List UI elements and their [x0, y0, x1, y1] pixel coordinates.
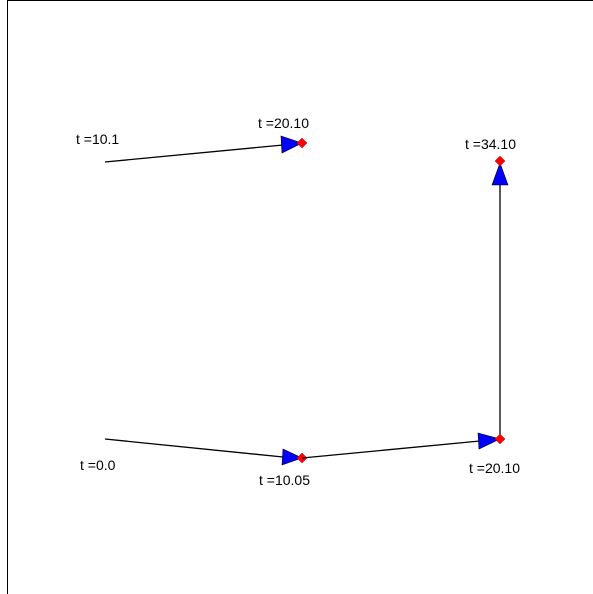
label-upper-end: t =20.10 [258, 115, 309, 131]
label-right-top: t =34.10 [465, 136, 516, 152]
lower-segment-1-line [104, 438, 284, 458]
upper-segment [104, 135, 308, 163]
lower-segment-2-end-marker [494, 433, 506, 445]
lower-segment-1-arrowhead [281, 448, 303, 466]
lower-segment-2 [301, 432, 506, 459]
upper-segment-end-marker [296, 137, 308, 149]
right-vertical-arrowhead [491, 162, 509, 186]
right-vertical-segment [491, 155, 509, 440]
lower-segment-2-arrowhead [477, 432, 501, 450]
right-vertical-end-marker [494, 155, 506, 167]
label-lower-mid: t =10.05 [259, 472, 310, 488]
lower-segment-2-line [301, 440, 481, 459]
upper-segment-arrowhead [280, 135, 303, 154]
label-lower-right: t =20.10 [469, 460, 520, 476]
label-lower-start: t =0.0 [80, 457, 116, 473]
upper-segment-line [104, 144, 284, 163]
lower-segment-1 [104, 438, 308, 466]
label-upper-start: t =10.1 [76, 131, 119, 147]
